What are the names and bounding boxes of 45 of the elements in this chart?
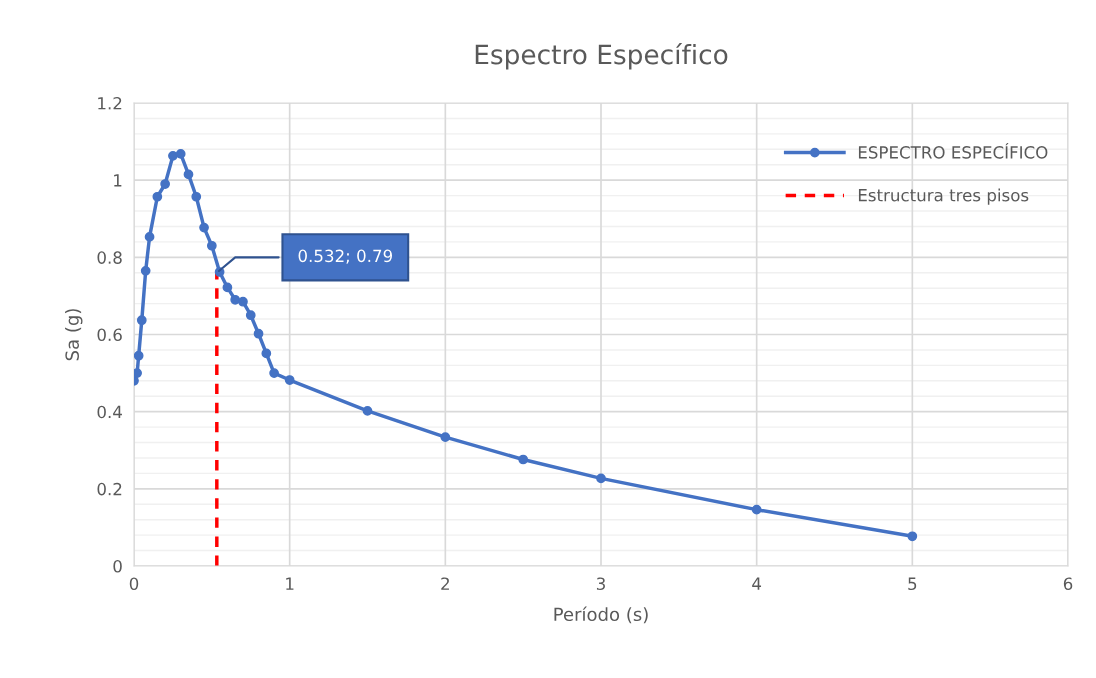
point: [596, 473, 606, 484]
annotation: 0.532; 0.79: [298, 249, 393, 264]
point: [160, 179, 170, 189]
point: [238, 296, 248, 307]
point: [191, 191, 202, 202]
legend-label: Estructura tres pisos: [858, 188, 1029, 205]
point: [183, 169, 194, 180]
point: [199, 222, 209, 233]
point: [269, 368, 279, 378]
y-axis-title: Sa (g): [65, 309, 83, 361]
point: [206, 240, 217, 251]
point: [440, 432, 451, 442]
point: [222, 282, 233, 293]
x-tick-label: 0: [129, 577, 139, 591]
y-tick-label: 0: [113, 559, 122, 573]
point: [284, 375, 295, 385]
point: [168, 150, 178, 161]
x-tick-label: 5: [908, 577, 917, 591]
point: [751, 504, 762, 515]
point: [518, 454, 529, 465]
x-tick-label: 3: [596, 577, 605, 591]
point: [136, 315, 147, 326]
point: [362, 406, 373, 416]
point: [245, 310, 256, 321]
point: [253, 328, 264, 339]
y-tick-label: 0.2: [97, 482, 122, 496]
x-tick-label: 4: [752, 577, 762, 590]
point: [144, 232, 155, 242]
legend-label: ESPECTRO ESPECÍFICO: [858, 143, 1048, 159]
x-tick-label: 2: [441, 577, 449, 590]
point: [907, 531, 918, 542]
y-tick-label: 0.8: [97, 251, 122, 264]
y-tick-label: 1: [114, 174, 122, 187]
point: [134, 350, 144, 361]
point: [152, 191, 163, 202]
x-tick-label: 6: [1063, 577, 1073, 591]
y-tick-label: 0.4: [97, 405, 122, 419]
y-tick-label: 1.2: [98, 96, 122, 110]
x-axis-title: Período (s): [554, 606, 648, 624]
point: [175, 149, 186, 159]
point: [140, 265, 151, 276]
chart-title: Espectro Específico: [475, 43, 728, 70]
x-tick-label: 1: [286, 577, 294, 590]
point: [261, 348, 272, 359]
y-tick-label: 0.6: [97, 328, 122, 342]
